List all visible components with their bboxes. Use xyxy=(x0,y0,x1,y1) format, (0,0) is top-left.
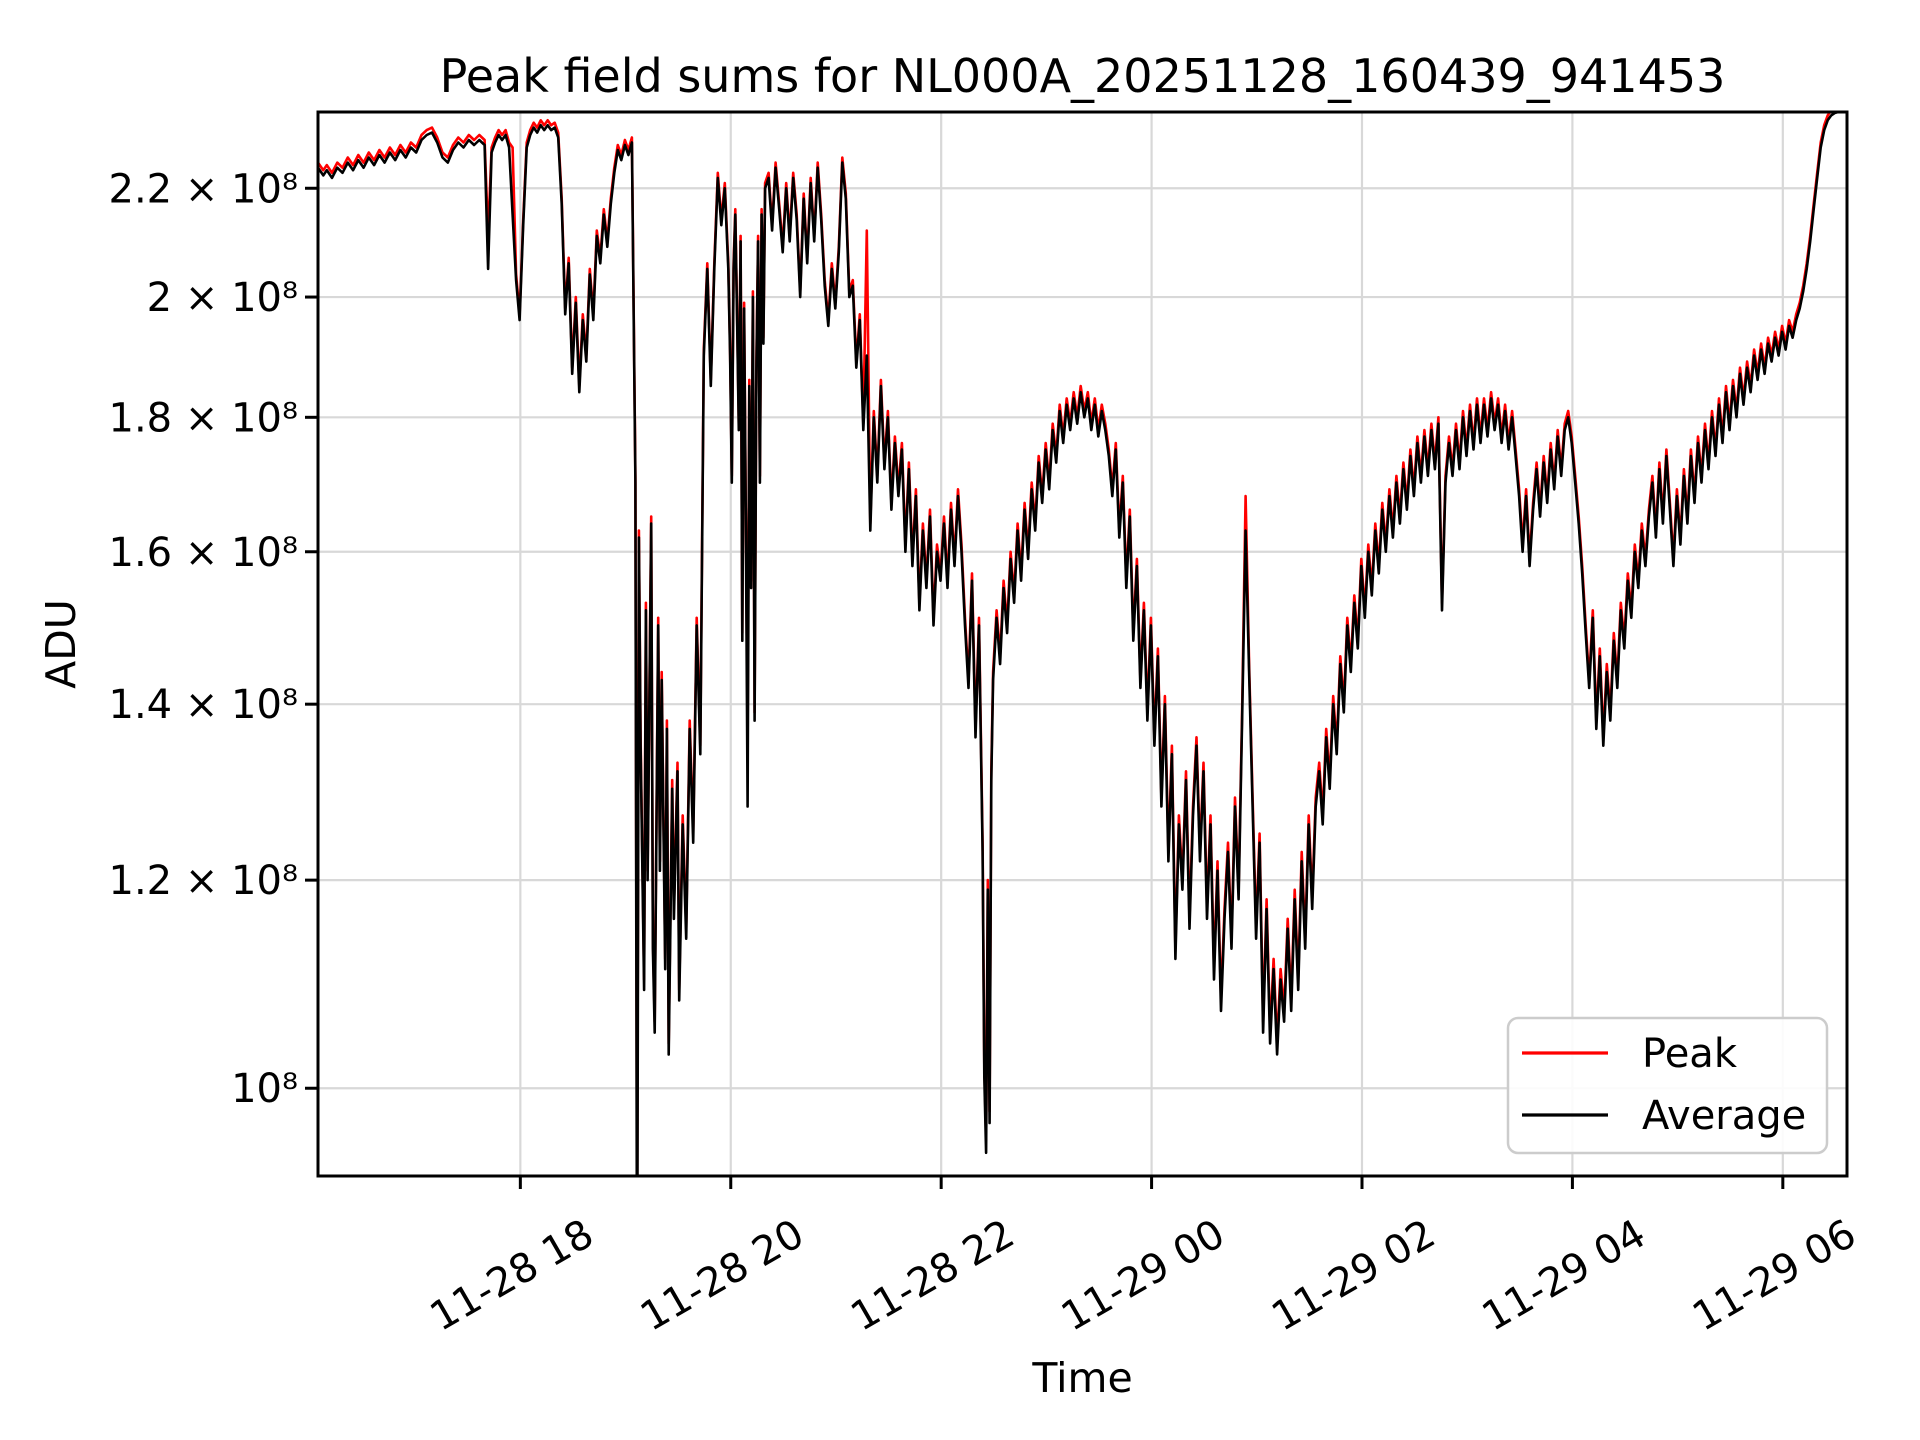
average-line xyxy=(318,112,1847,1176)
chart-title: Peak field sums for NL000A_20251128_1604… xyxy=(440,49,1726,103)
y-tick-label: 2 × 10⁸ xyxy=(147,275,298,321)
axes-spines xyxy=(316,110,1849,1178)
x-axis-label: Time xyxy=(1031,1354,1132,1402)
y-tick-label: 1.6 × 10⁸ xyxy=(109,530,299,576)
y-tick-label: 1.4 × 10⁸ xyxy=(109,682,299,728)
legend-average-label: Average xyxy=(1642,1093,1806,1139)
y-tick-label: 2.2 × 10⁸ xyxy=(109,166,299,212)
y-tick-label: 10⁸ xyxy=(231,1066,298,1112)
y-tick-label: 1.8 × 10⁸ xyxy=(109,395,299,441)
legend-peak-label: Peak xyxy=(1642,1031,1738,1077)
y-axis-label: ADU xyxy=(37,599,85,689)
y-tick-label: 1.2 × 10⁸ xyxy=(109,858,299,904)
